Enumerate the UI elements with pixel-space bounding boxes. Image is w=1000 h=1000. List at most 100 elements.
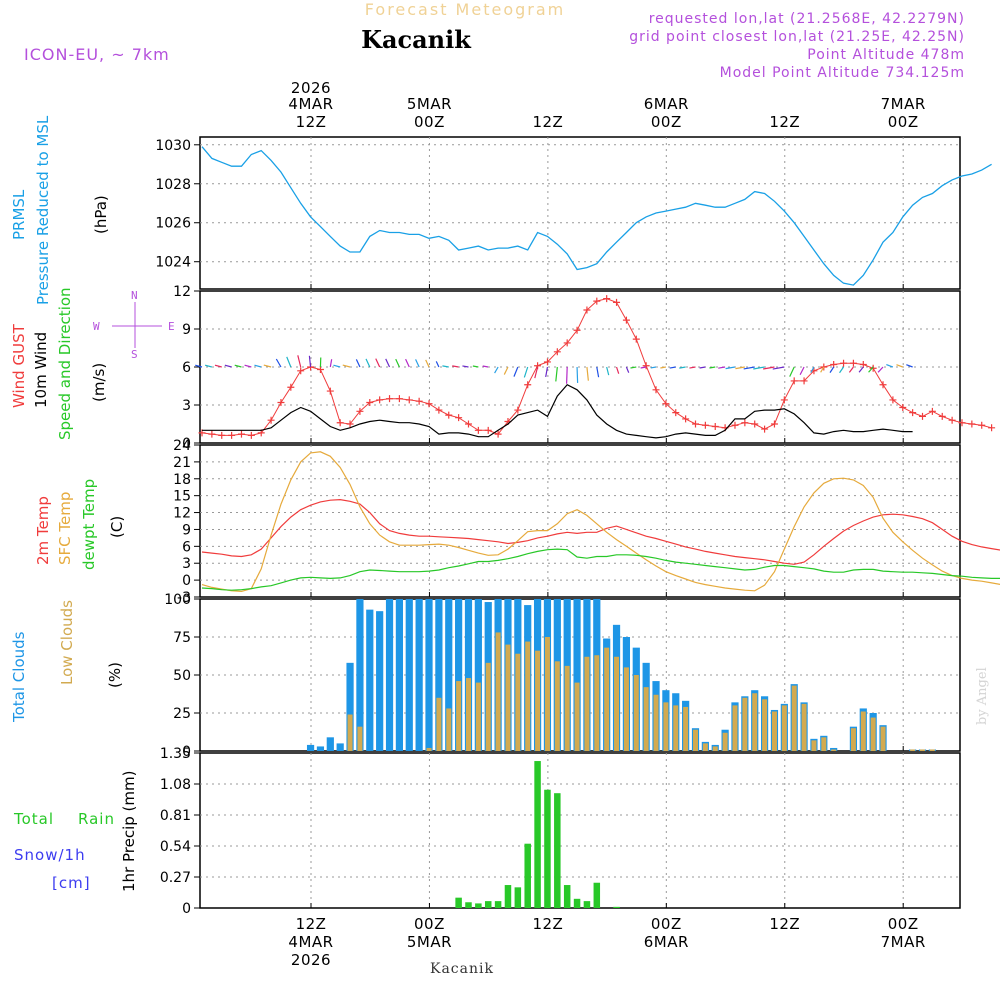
precip-snow-label: Snow/1h [14, 846, 86, 864]
bottom-time-label: 7MAR [881, 933, 926, 951]
wind-direction-arrow [555, 366, 558, 382]
low-clouds-bar [929, 749, 935, 751]
total-clouds-bar [415, 599, 423, 751]
gust-marker [543, 358, 551, 366]
wind-direction-arrow [425, 359, 430, 368]
low-clouds-bar [436, 697, 442, 751]
wind-direction-arrow [297, 355, 302, 368]
total-clouds-bar [435, 599, 443, 751]
panel-frame [199, 444, 961, 598]
low-clouds-bar [920, 749, 926, 751]
gust-marker [366, 398, 374, 406]
low-clouds-bar [426, 747, 432, 751]
gust-marker [613, 298, 621, 306]
wind-direction-arrow [679, 366, 686, 369]
low-clouds-bar [456, 681, 462, 751]
gust-marker [247, 431, 255, 439]
wind-direction-arrow [405, 358, 410, 368]
y-tick-label: 18 [173, 472, 191, 488]
top-time-label: 12Z [769, 113, 800, 131]
y-tick-label: 6 [182, 360, 191, 376]
gust-marker [435, 406, 443, 414]
low-clouds-bar [831, 749, 837, 751]
gust-marker [751, 420, 759, 428]
top-time-label: 00Z [888, 113, 919, 131]
wind-direction-arrow [333, 364, 341, 368]
wind-direction-arrow [725, 366, 736, 370]
wind-direction-arrow [669, 366, 676, 369]
gust-marker [662, 400, 670, 408]
gust-marker [297, 367, 305, 375]
low-clouds-bar [574, 682, 580, 751]
top-time-label: 12Z [532, 113, 563, 131]
precip-bar [504, 885, 512, 908]
low-clouds-bar [673, 705, 679, 751]
wind-direction-arrow [234, 364, 242, 368]
requested-coords: requested lon,lat (21.2568E, 42.2279N) [649, 11, 965, 27]
gust-marker [968, 420, 976, 428]
low-clouds-bar [860, 711, 866, 751]
wind-direction-arrow [494, 366, 499, 374]
low-clouds-bar [515, 653, 521, 751]
precip-bar [465, 902, 472, 908]
wind-direction-arrow [660, 366, 666, 369]
precip-bar [534, 761, 541, 908]
wind-unit: (m/s) [90, 363, 108, 402]
top-time-label: 00Z [651, 113, 682, 131]
y-tick-label: 50 [173, 668, 191, 684]
gust-marker [899, 404, 907, 412]
gust-marker [978, 421, 986, 429]
low-clouds-bar [604, 647, 610, 751]
low-clouds-bar [623, 667, 629, 751]
total-clouds-bar [336, 743, 344, 751]
total-clouds-bar [405, 599, 413, 751]
gust-marker [840, 359, 848, 367]
wind-direction-arrow [858, 366, 864, 373]
gust-marker [859, 360, 867, 368]
low-clouds-label: Low Clouds [58, 600, 76, 685]
top-time-label: 6MAR [644, 95, 689, 113]
gust-marker [938, 412, 946, 420]
dewpt-label: dewpt Temp [80, 479, 98, 570]
y-tick-label: -3 [177, 590, 191, 606]
top-time-label: 00Z [414, 113, 445, 131]
total-clouds-bar [455, 599, 463, 751]
compass-n: N [131, 289, 138, 302]
wind-direction-arrow [810, 366, 815, 373]
point-altitude: Point Altitude 478m [807, 47, 965, 63]
temp-unit: (C) [108, 516, 126, 538]
gust-marker [455, 414, 463, 422]
gust-marker [356, 407, 364, 415]
low-clouds-bar [693, 729, 698, 751]
top-time-label: 7MAR [881, 95, 926, 113]
gust-marker [711, 423, 719, 431]
low-clouds-bar [722, 732, 728, 751]
low-clouds-bar [564, 665, 570, 751]
low-clouds-bar [771, 711, 777, 751]
total-clouds-bar [573, 599, 581, 751]
total-clouds-bar [366, 609, 374, 751]
wind-direction-arrow [650, 366, 657, 369]
low-clouds-bar [614, 656, 620, 751]
wind-direction-arrow [329, 359, 333, 368]
bottom-time-label: 6MAR [644, 933, 689, 951]
pressure-line [201, 146, 992, 286]
bottom-time-label: 00Z [414, 915, 445, 933]
top-time-label: 5MAR [407, 95, 452, 113]
clouds-unit: (%) [106, 662, 124, 688]
wind-direction-arrow [615, 366, 620, 374]
gust-marker [889, 396, 897, 404]
precip-bar [593, 882, 601, 908]
wind-direction-arrow [640, 366, 647, 369]
pressure-label-1: PRMSL [10, 189, 28, 240]
wind-direction-arrow [625, 366, 630, 373]
compass-rose: N S W E [93, 289, 175, 361]
sfc-temp-line [201, 451, 1000, 593]
low-clouds-bar [742, 697, 748, 751]
y-tick-label: 3 [182, 398, 191, 414]
gust-marker [948, 416, 956, 424]
wind-direction-arrow [735, 366, 745, 370]
wind-direction-arrow [452, 365, 459, 368]
